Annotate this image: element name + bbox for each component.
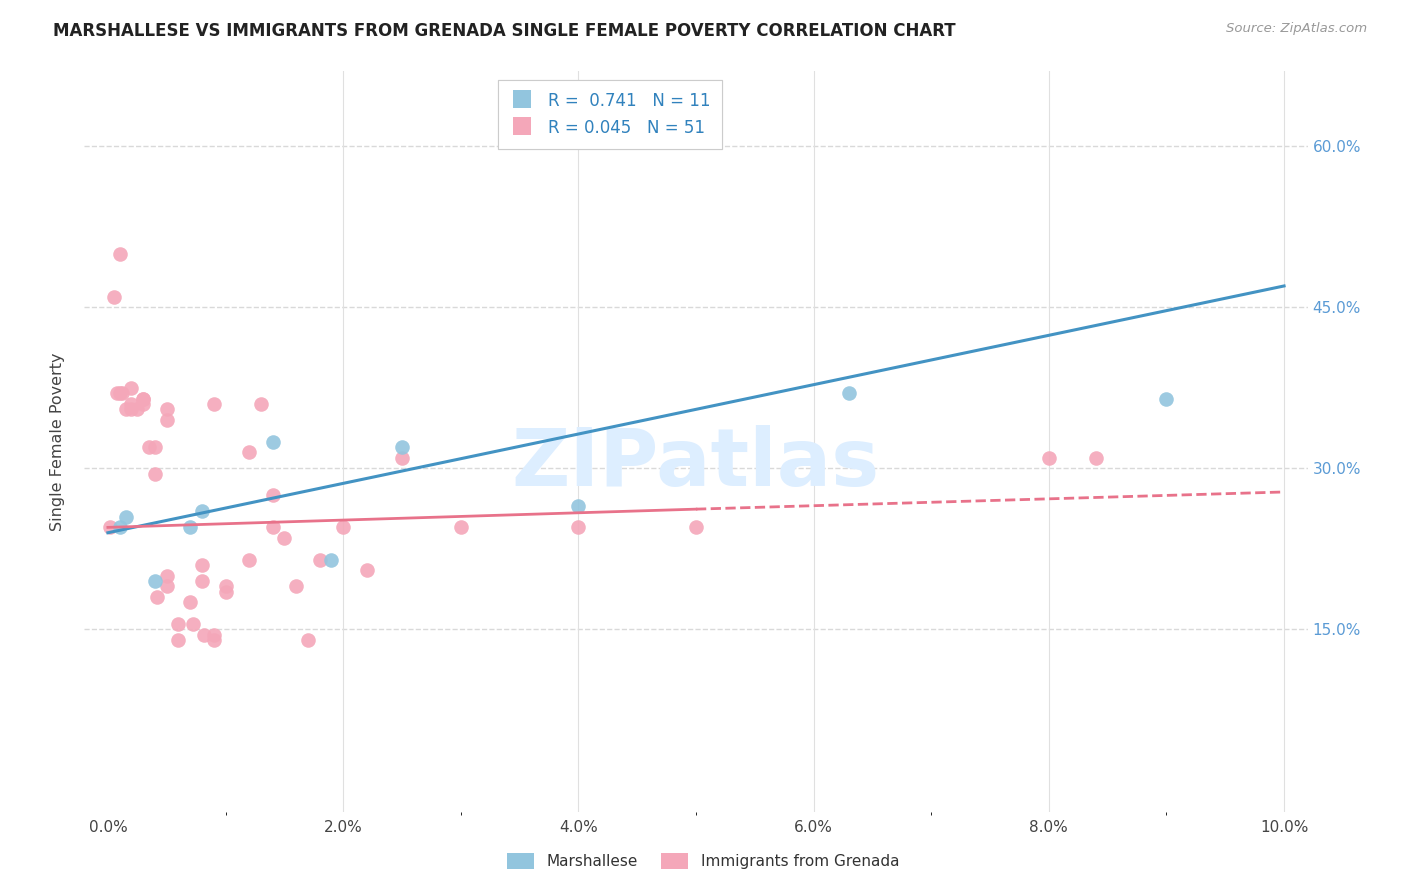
Point	[98, 520, 121, 534]
Point	[685, 520, 707, 534]
Point	[156, 568, 179, 582]
Point	[143, 467, 166, 481]
Point	[108, 386, 131, 401]
Point	[143, 440, 166, 454]
Y-axis label: Single Female Poverty: Single Female Poverty	[51, 352, 65, 531]
Point	[179, 595, 201, 609]
Text: ZIPatlas: ZIPatlas	[512, 425, 880, 503]
Point	[114, 402, 136, 417]
Point	[156, 413, 179, 427]
Point	[321, 552, 343, 566]
Point	[273, 531, 295, 545]
Point	[262, 520, 284, 534]
Point	[202, 628, 225, 642]
Point	[238, 552, 260, 566]
Point	[214, 579, 236, 593]
Point	[191, 504, 214, 518]
Point	[132, 397, 155, 411]
Point	[143, 574, 166, 588]
Point	[167, 633, 190, 648]
Point	[120, 397, 142, 411]
Text: Source: ZipAtlas.com: Source: ZipAtlas.com	[1226, 22, 1367, 36]
Point	[567, 499, 589, 513]
Point	[120, 402, 142, 417]
Point	[391, 440, 413, 454]
Point	[167, 616, 190, 631]
Point	[567, 520, 589, 534]
Point	[308, 552, 330, 566]
Point	[838, 386, 860, 401]
Point	[179, 520, 201, 534]
Point	[391, 450, 413, 465]
Point	[1156, 392, 1178, 406]
Point	[120, 381, 142, 395]
Point	[127, 402, 149, 417]
Point	[332, 520, 354, 534]
Point	[249, 397, 271, 411]
Point	[132, 392, 155, 406]
Point	[262, 434, 284, 449]
Point	[202, 397, 225, 411]
Point	[181, 616, 204, 631]
Point	[450, 520, 472, 534]
Point	[105, 386, 128, 401]
Point	[108, 520, 131, 534]
Point	[191, 574, 214, 588]
Point	[285, 579, 308, 593]
Point	[238, 445, 260, 459]
Point	[146, 590, 169, 604]
Point	[262, 488, 284, 502]
Point	[138, 440, 160, 454]
Text: MARSHALLESE VS IMMIGRANTS FROM GRENADA SINGLE FEMALE POVERTY CORRELATION CHART: MARSHALLESE VS IMMIGRANTS FROM GRENADA S…	[53, 22, 956, 40]
Point	[202, 633, 225, 648]
Point	[114, 509, 136, 524]
Point	[108, 246, 131, 260]
Point	[156, 402, 179, 417]
Legend: Marshallese, Immigrants from Grenada: Marshallese, Immigrants from Grenada	[501, 847, 905, 875]
Point	[193, 628, 215, 642]
Point	[111, 386, 134, 401]
Point	[1084, 450, 1107, 465]
Point	[297, 633, 319, 648]
Legend: R =  0.741   N = 11, R = 0.045   N = 51: R = 0.741 N = 11, R = 0.045 N = 51	[498, 79, 723, 149]
Point	[191, 558, 214, 572]
Point	[1038, 450, 1060, 465]
Point	[132, 392, 155, 406]
Point	[103, 290, 125, 304]
Point	[156, 579, 179, 593]
Point	[214, 584, 236, 599]
Point	[356, 563, 378, 577]
